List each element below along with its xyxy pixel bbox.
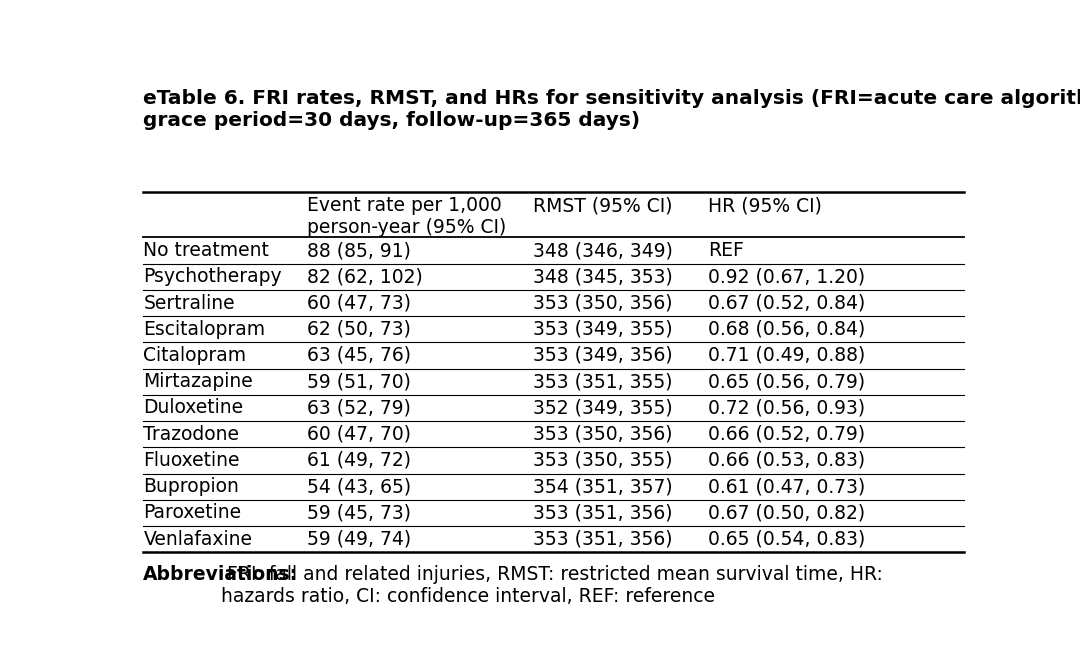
Text: Abbreviations:: Abbreviations: (144, 565, 298, 584)
Text: Bupropion: Bupropion (144, 477, 240, 496)
Text: 0.61 (0.47, 0.73): 0.61 (0.47, 0.73) (708, 477, 865, 496)
Text: Psychotherapy: Psychotherapy (144, 267, 282, 286)
Text: Citalopram: Citalopram (144, 346, 246, 365)
Text: 0.66 (0.53, 0.83): 0.66 (0.53, 0.83) (708, 451, 865, 470)
Text: 88 (85, 91): 88 (85, 91) (307, 241, 410, 260)
Text: 354 (351, 357): 354 (351, 357) (532, 477, 672, 496)
Text: 353 (351, 355): 353 (351, 355) (532, 372, 672, 391)
Text: 0.65 (0.56, 0.79): 0.65 (0.56, 0.79) (708, 372, 865, 391)
Text: 61 (49, 72): 61 (49, 72) (307, 451, 410, 470)
Text: 353 (351, 356): 353 (351, 356) (532, 530, 672, 549)
Text: 63 (45, 76): 63 (45, 76) (307, 346, 410, 365)
Text: 60 (47, 70): 60 (47, 70) (307, 424, 410, 443)
Text: Duloxetine: Duloxetine (144, 398, 243, 417)
Text: Trazodone: Trazodone (144, 424, 240, 443)
Text: 0.68 (0.56, 0.84): 0.68 (0.56, 0.84) (708, 320, 865, 339)
Text: 353 (349, 356): 353 (349, 356) (532, 346, 672, 365)
Text: 353 (350, 355): 353 (350, 355) (532, 451, 672, 470)
Text: 82 (62, 102): 82 (62, 102) (307, 267, 422, 286)
Text: 353 (350, 356): 353 (350, 356) (532, 424, 672, 443)
Text: 0.67 (0.52, 0.84): 0.67 (0.52, 0.84) (708, 293, 865, 312)
Text: 0.71 (0.49, 0.88): 0.71 (0.49, 0.88) (708, 346, 865, 365)
Text: Event rate per 1,000
person-year (95% CI): Event rate per 1,000 person-year (95% CI… (307, 196, 505, 237)
Text: 59 (51, 70): 59 (51, 70) (307, 372, 410, 391)
Text: Escitalopram: Escitalopram (144, 320, 266, 339)
Text: 352 (349, 355): 352 (349, 355) (532, 398, 672, 417)
Text: 0.66 (0.52, 0.79): 0.66 (0.52, 0.79) (708, 424, 865, 443)
Text: 0.92 (0.67, 1.20): 0.92 (0.67, 1.20) (708, 267, 865, 286)
Text: HR (95% CI): HR (95% CI) (708, 196, 822, 215)
Text: 0.72 (0.56, 0.93): 0.72 (0.56, 0.93) (708, 398, 865, 417)
Text: 59 (49, 74): 59 (49, 74) (307, 530, 410, 549)
Text: FRI: fall and related injuries, RMST: restricted mean survival time, HR:
hazards: FRI: fall and related injuries, RMST: re… (221, 565, 883, 606)
Text: No treatment: No treatment (144, 241, 269, 260)
Text: 348 (345, 353): 348 (345, 353) (532, 267, 673, 286)
Text: RMST (95% CI): RMST (95% CI) (532, 196, 672, 215)
Text: 62 (50, 73): 62 (50, 73) (307, 320, 410, 339)
Text: 60 (47, 73): 60 (47, 73) (307, 293, 410, 312)
Text: 353 (351, 356): 353 (351, 356) (532, 503, 672, 522)
Text: 0.65 (0.54, 0.83): 0.65 (0.54, 0.83) (708, 530, 865, 549)
Text: Fluoxetine: Fluoxetine (144, 451, 240, 470)
Text: 353 (350, 356): 353 (350, 356) (532, 293, 672, 312)
Text: 0.67 (0.50, 0.82): 0.67 (0.50, 0.82) (708, 503, 865, 522)
Text: Sertraline: Sertraline (144, 293, 235, 312)
Text: 353 (349, 355): 353 (349, 355) (532, 320, 672, 339)
Text: Venlafaxine: Venlafaxine (144, 530, 253, 549)
Text: Paroxetine: Paroxetine (144, 503, 242, 522)
Text: 54 (43, 65): 54 (43, 65) (307, 477, 410, 496)
Text: 63 (52, 79): 63 (52, 79) (307, 398, 410, 417)
Text: REF: REF (708, 241, 744, 260)
Text: 348 (346, 349): 348 (346, 349) (532, 241, 673, 260)
Text: Mirtazapine: Mirtazapine (144, 372, 253, 391)
Text: eTable 6. FRI rates, RMST, and HRs for sensitivity analysis (FRI=acute care algo: eTable 6. FRI rates, RMST, and HRs for s… (144, 88, 1080, 130)
Text: 59 (45, 73): 59 (45, 73) (307, 503, 410, 522)
